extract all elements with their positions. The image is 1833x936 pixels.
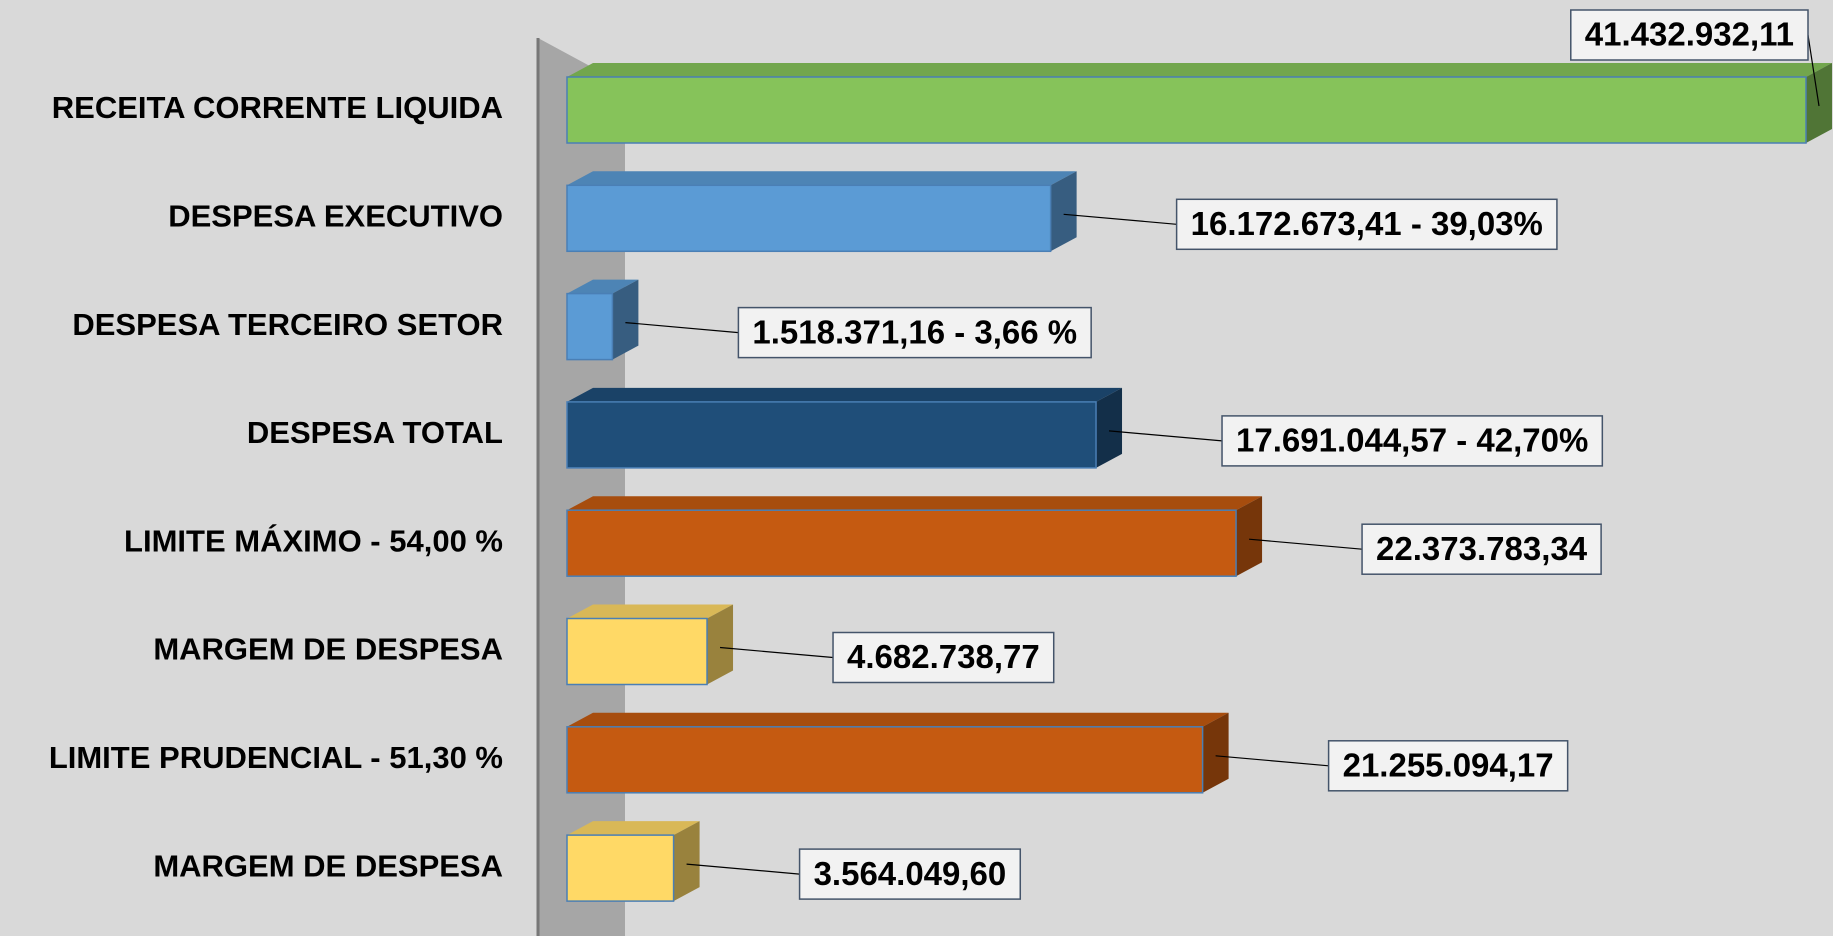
bar-top bbox=[567, 496, 1263, 511]
leader-line bbox=[1249, 538, 1363, 550]
leader-line bbox=[1807, 34, 1820, 107]
label-box bbox=[798, 848, 1022, 900]
wall bbox=[538, 38, 625, 936]
bar-top bbox=[567, 387, 1123, 402]
value-label: 3.564.049,60 bbox=[814, 855, 1007, 892]
bar bbox=[566, 726, 1204, 794]
value-label: 22.373.783,34 bbox=[1376, 530, 1588, 567]
bar bbox=[566, 184, 1052, 253]
bar bbox=[566, 76, 1807, 144]
bar-side bbox=[1236, 496, 1263, 577]
label-box bbox=[1175, 198, 1558, 251]
bar-side bbox=[1202, 712, 1229, 793]
bar bbox=[566, 617, 708, 686]
value-label: 16.172.673,41 - 39,03% bbox=[1191, 205, 1543, 242]
category-label: RECEITA CORRENTE LIQUIDA bbox=[52, 90, 503, 125]
leader-line bbox=[1108, 430, 1223, 442]
value-label: 21.255.094,17 bbox=[1343, 747, 1554, 784]
leader-line bbox=[719, 646, 834, 659]
bar-top bbox=[567, 712, 1229, 727]
category-label: DESPESA TERCEIRO SETOR bbox=[72, 307, 503, 342]
bar-side bbox=[1096, 387, 1123, 468]
value-label: 4.682.738,77 bbox=[847, 638, 1040, 675]
label-box bbox=[832, 631, 1055, 684]
bar bbox=[566, 401, 1097, 469]
label-box bbox=[1361, 523, 1602, 575]
bar bbox=[566, 292, 614, 361]
bar-side bbox=[707, 604, 734, 685]
bar bbox=[566, 834, 675, 902]
bar-top bbox=[567, 171, 1077, 186]
bar bbox=[566, 509, 1237, 577]
value-label: 1.518.371,16 - 3,66 % bbox=[752, 313, 1077, 350]
bar-side bbox=[673, 821, 700, 902]
bar-top bbox=[567, 821, 700, 836]
bar-top bbox=[567, 279, 639, 294]
label-box bbox=[1327, 740, 1569, 792]
bar-side bbox=[1050, 171, 1077, 252]
category-label: DESPESA EXECUTIVO bbox=[168, 198, 503, 233]
category-label: MARGEM DE DESPESA bbox=[153, 632, 503, 667]
value-label: 17.691.044,57 - 42,70% bbox=[1236, 422, 1588, 459]
category-label: DESPESA TOTAL bbox=[247, 415, 503, 450]
leader-line bbox=[1215, 755, 1329, 767]
label-box bbox=[1221, 415, 1604, 467]
label-box bbox=[1570, 9, 1809, 61]
leader-line bbox=[625, 322, 739, 334]
leader-line bbox=[1063, 213, 1177, 225]
label-box bbox=[737, 306, 1092, 359]
category-label: LIMITE MÁXIMO - 54,00 % bbox=[124, 523, 503, 558]
bar-side bbox=[612, 279, 639, 360]
value-label: 41.432.932,11 bbox=[1585, 16, 1794, 53]
bar-top bbox=[567, 63, 1832, 77]
category-label: LIMITE PRUDENCIAL - 51,30 % bbox=[49, 740, 503, 775]
leader-line bbox=[686, 863, 800, 875]
bar-top bbox=[567, 604, 734, 619]
category-label: MARGEM DE DESPESA bbox=[153, 848, 503, 883]
